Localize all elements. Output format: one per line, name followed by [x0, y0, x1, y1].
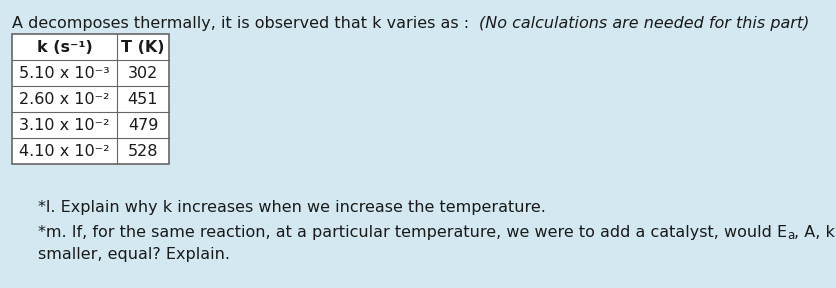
Bar: [12, 34, 169, 164]
Text: a: a: [788, 225, 794, 238]
Text: , A, k and: , A, k and: [794, 225, 836, 240]
Text: 4.10 x 10⁻²: 4.10 x 10⁻²: [19, 143, 110, 158]
Text: 2.60 x 10⁻²: 2.60 x 10⁻²: [19, 92, 110, 107]
Text: *l. Explain why k increases when we increase the temperature.: *l. Explain why k increases when we incr…: [38, 200, 546, 215]
Text: (No calculations are needed for this part): (No calculations are needed for this par…: [479, 16, 810, 31]
Text: *m. If, for the same reaction, at a particular temperature, we were to add a cat: *m. If, for the same reaction, at a part…: [38, 225, 788, 240]
Text: 302: 302: [128, 65, 158, 81]
Text: 451: 451: [128, 92, 158, 107]
Text: a: a: [788, 229, 794, 242]
Text: 528: 528: [128, 143, 158, 158]
Text: smaller, equal? Explain.: smaller, equal? Explain.: [38, 247, 230, 262]
Text: k (s⁻¹): k (s⁻¹): [37, 39, 92, 54]
Text: 5.10 x 10⁻³: 5.10 x 10⁻³: [19, 65, 110, 81]
Text: T (K): T (K): [121, 39, 165, 54]
Text: A decomposes thermally, it is observed that k varies as :: A decomposes thermally, it is observed t…: [12, 16, 479, 31]
Text: 479: 479: [128, 118, 158, 132]
Text: 3.10 x 10⁻²: 3.10 x 10⁻²: [19, 118, 110, 132]
